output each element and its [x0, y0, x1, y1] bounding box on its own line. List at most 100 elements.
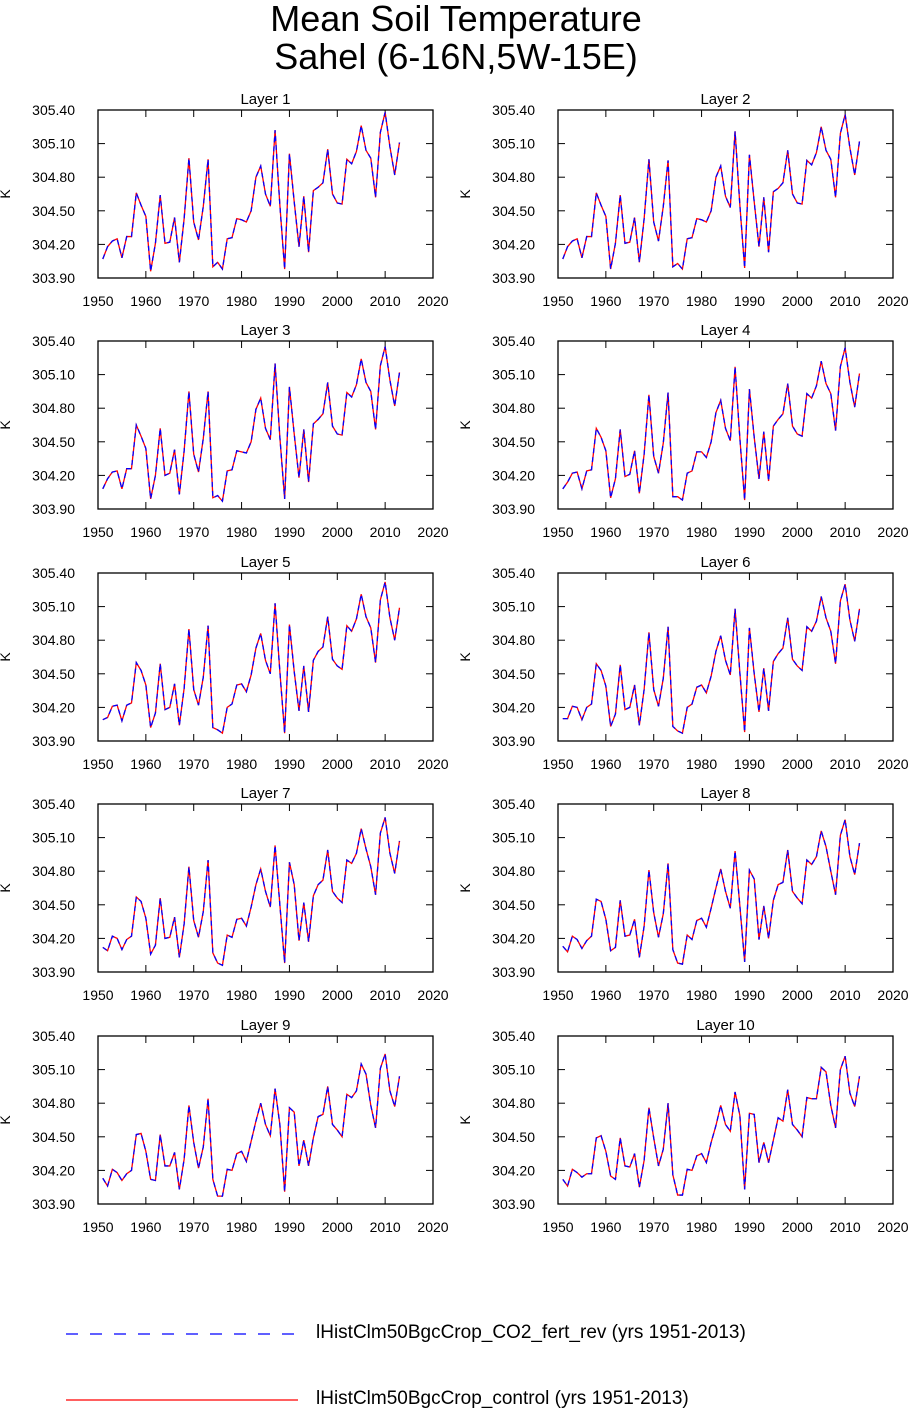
y-tick-label: 304.50 [32, 897, 75, 913]
legend-swatch-solid-red [66, 1399, 298, 1401]
plot-frame [557, 340, 894, 510]
y-axis-label: K [0, 1115, 13, 1125]
panel-title: Layer 1 [240, 91, 290, 108]
y-tick-label: 304.20 [32, 467, 75, 483]
x-tick-label: 1960 [130, 756, 161, 772]
y-tick-label: 304.20 [32, 699, 75, 715]
series-line-control [102, 817, 401, 967]
series-line-control [562, 584, 861, 735]
x-tick-label: 2010 [370, 987, 401, 1003]
x-tick-label: 2010 [830, 1219, 861, 1235]
x-tick-label: 1980 [226, 524, 257, 540]
plot-frame [97, 572, 434, 742]
y-tick-label: 304.20 [32, 1162, 75, 1178]
x-tick-label: 1990 [274, 756, 305, 772]
x-tick-label: 2010 [370, 756, 401, 772]
panel-layer-10: Layer 10 303.90 304.20 304.50 304.80 305.10 30… [457, 1017, 909, 1235]
legend-item-control: lHistClm50BgcCrop_control (yrs 1951-2013… [60, 1388, 860, 1412]
x-tick-label: 1950 [542, 1219, 573, 1235]
panel-layer-8: Layer 8 303.90 304.20 304.50 304.80 305.10 305… [457, 785, 909, 1003]
y-tick-label: 305.40 [32, 333, 75, 349]
x-tick-label: 1990 [734, 1219, 765, 1235]
x-tick-label: 2010 [830, 293, 861, 309]
x-tick-label: 2000 [782, 1219, 813, 1235]
y-tick-label: 304.50 [492, 1129, 535, 1145]
y-tick-label: 305.10 [492, 1062, 535, 1078]
x-tick-label: 2010 [370, 524, 401, 540]
x-tick-label: 2020 [877, 987, 908, 1003]
x-tick-label: 1950 [82, 987, 113, 1003]
y-tick-label: 305.10 [32, 367, 75, 383]
x-tick-label: 2020 [877, 1219, 908, 1235]
x-tick-label: 2010 [370, 293, 401, 309]
y-tick-label: 304.80 [492, 1095, 535, 1111]
x-tick-label: 2000 [782, 293, 813, 309]
y-tick-label: 303.90 [492, 501, 535, 517]
y-tick-label: 304.50 [492, 434, 535, 450]
y-tick-label: 304.20 [492, 699, 535, 715]
x-tick-label: 1980 [686, 293, 717, 309]
plot-frame [557, 1035, 894, 1205]
x-tick-label: 1990 [734, 987, 765, 1003]
y-axis-label: K [457, 420, 473, 430]
y-tick-label: 304.80 [492, 169, 535, 185]
y-tick-label: 305.10 [32, 599, 75, 615]
x-tick-label: 2020 [417, 524, 448, 540]
series-line-co2-fert-rev [102, 346, 401, 503]
legend-item-co2-fert-rev: lHistClm50BgcCrop_CO2_fert_rev (yrs 1951… [60, 1322, 860, 1346]
x-tick-label: 1990 [274, 524, 305, 540]
y-axis-label: K [457, 883, 473, 893]
x-tick-label: 1980 [226, 987, 257, 1003]
x-tick-label: 2000 [322, 293, 353, 309]
y-tick-label: 303.90 [492, 964, 535, 980]
panel-title: Layer 6 [700, 554, 750, 571]
title-line-2: Sahel (6-16N,5W-15E) [274, 36, 638, 77]
x-tick-label: 2020 [417, 756, 448, 772]
y-axis-label: K [457, 652, 473, 662]
x-tick-label: 1970 [178, 524, 209, 540]
y-tick-label: 304.80 [32, 1095, 75, 1111]
x-tick-label: 2010 [370, 1219, 401, 1235]
x-tick-label: 2020 [417, 1219, 448, 1235]
y-tick-label: 304.20 [492, 930, 535, 946]
series-line-control [102, 346, 401, 503]
y-tick-label: 303.90 [32, 270, 75, 286]
x-tick-label: 1980 [226, 293, 257, 309]
plot-frame [557, 572, 894, 742]
series-line-control [562, 347, 861, 502]
y-tick-label: 303.90 [32, 1196, 75, 1212]
panel-layer-6: Layer 6 303.90 304.20 304.50 304.80 305.10 305… [457, 554, 909, 772]
x-tick-label: 1960 [590, 756, 621, 772]
series-line-control [102, 1053, 401, 1197]
y-tick-label: 303.90 [32, 501, 75, 517]
x-tick-label: 2010 [830, 987, 861, 1003]
series-line-co2-fert-rev [562, 819, 861, 965]
y-tick-label: 304.20 [32, 930, 75, 946]
y-tick-label: 304.80 [492, 632, 535, 648]
legend-swatch-dashed-blue [66, 1333, 298, 1335]
y-tick-label: 304.50 [492, 897, 535, 913]
y-tick-label: 305.40 [492, 1028, 535, 1044]
y-tick-label: 305.10 [492, 367, 535, 383]
x-tick-label: 1960 [590, 987, 621, 1003]
panel-layer-4: Layer 4 303.90 304.20 304.50 304.80 305.10 305… [457, 322, 909, 540]
x-tick-label: 2000 [322, 524, 353, 540]
x-tick-label: 1950 [542, 756, 573, 772]
panel-layer-3: Layer 3 303.90 304.20 304.50 304.80 305.10 305… [0, 322, 449, 540]
y-tick-label: 304.80 [32, 863, 75, 879]
x-tick-label: 2010 [830, 524, 861, 540]
y-tick-label: 305.10 [492, 830, 535, 846]
series-line-co2-fert-rev [562, 1055, 861, 1196]
x-tick-label: 1980 [226, 1219, 257, 1235]
panel-title: Layer 7 [240, 785, 290, 802]
y-tick-label: 305.10 [32, 1062, 75, 1078]
plot-frame [557, 803, 894, 973]
y-tick-label: 303.90 [492, 1196, 535, 1212]
y-tick-label: 303.90 [32, 733, 75, 749]
x-tick-label: 1950 [542, 524, 573, 540]
y-tick-label: 305.40 [492, 796, 535, 812]
y-tick-label: 304.80 [32, 632, 75, 648]
y-axis-label: K [0, 189, 13, 199]
panel-title: Layer 9 [240, 1017, 290, 1034]
panel-layer-2: Layer 2 303.90 304.20 304.50 304.80 305.10 305… [457, 91, 909, 309]
